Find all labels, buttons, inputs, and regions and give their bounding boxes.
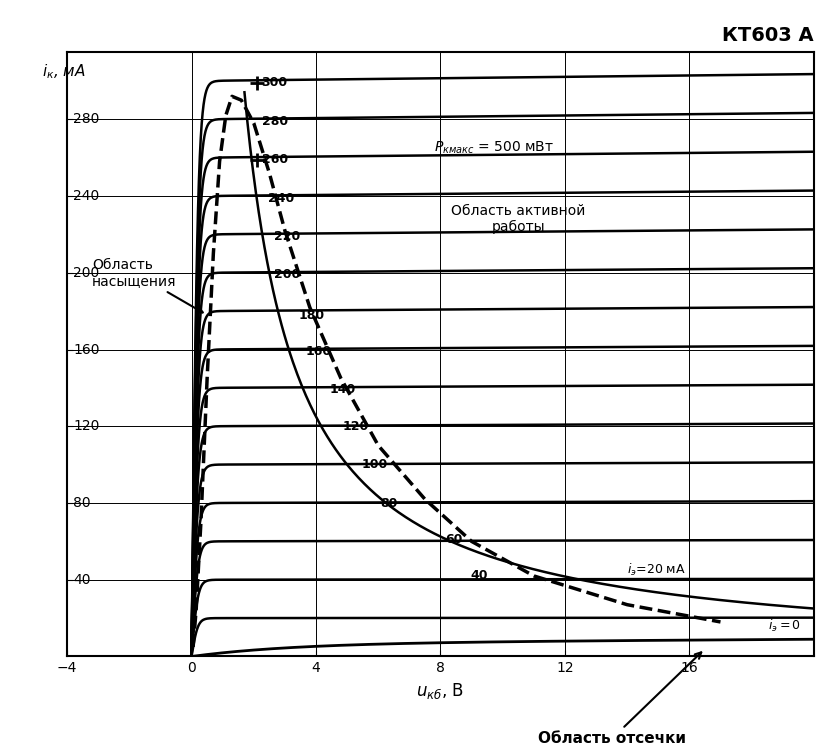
Text: 160: 160 (305, 345, 331, 358)
Text: 60: 60 (446, 533, 462, 546)
Text: 100: 100 (361, 458, 388, 471)
Text: 200: 200 (73, 266, 100, 280)
Text: 260: 260 (262, 153, 288, 166)
Text: $i_э = 0$: $i_э = 0$ (769, 618, 801, 633)
Text: 280: 280 (262, 115, 288, 128)
Text: 220: 220 (274, 230, 300, 243)
Text: 40: 40 (73, 573, 91, 587)
Text: 200: 200 (274, 269, 300, 281)
Text: 120: 120 (342, 420, 368, 433)
Text: 280: 280 (73, 113, 100, 126)
X-axis label: $u_{кб}$, В: $u_{кб}$, В (416, 681, 465, 701)
Text: 80: 80 (73, 496, 91, 510)
Text: 120: 120 (73, 419, 100, 433)
Text: 140: 140 (330, 383, 357, 396)
Text: 240: 240 (73, 189, 100, 203)
Text: 240: 240 (268, 192, 294, 204)
Text: Область активной
работы: Область активной работы (451, 204, 586, 234)
Text: КТ603 А: КТ603 А (722, 26, 814, 45)
Text: $i_э$=20 мА: $i_э$=20 мА (627, 562, 686, 578)
Text: $P_{к макс}$ = 500 мВт: $P_{к макс}$ = 500 мВт (435, 140, 555, 157)
Text: 80: 80 (380, 497, 397, 510)
Text: 40: 40 (470, 569, 487, 583)
Text: 160: 160 (73, 342, 100, 357)
Text: $i_к$, мА: $i_к$, мА (42, 62, 86, 81)
Text: 300: 300 (262, 76, 288, 90)
Text: Область отсечки: Область отсечки (538, 652, 701, 746)
Text: 180: 180 (299, 309, 325, 322)
Text: Область
насыщения: Область насыщения (92, 257, 203, 313)
